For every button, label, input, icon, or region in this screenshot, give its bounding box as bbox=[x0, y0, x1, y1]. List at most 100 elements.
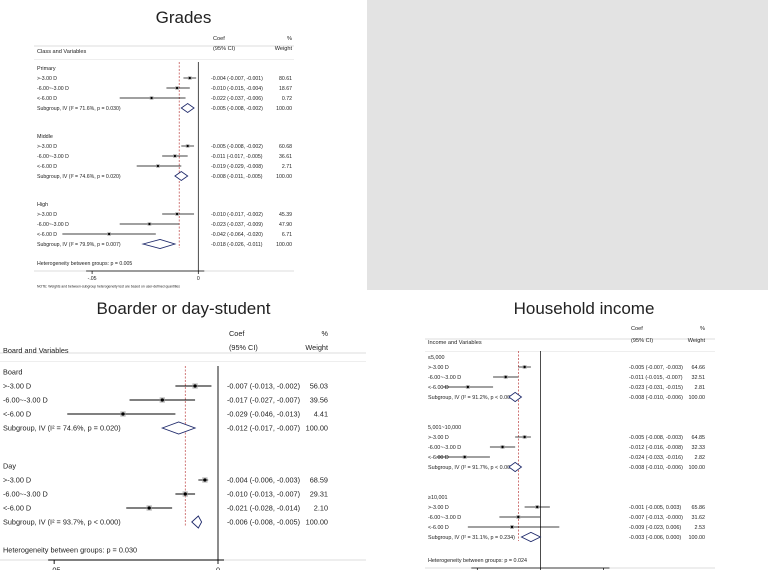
subgroup-diamond bbox=[180, 102, 195, 114]
subgroup-ci-value: -0.008 (-0.010, -0.006) bbox=[629, 465, 683, 471]
subgroup-label: Subgroup, IV (I² = 93.7%, p < 0.000) bbox=[3, 518, 121, 527]
grades-title: Grades bbox=[155, 8, 212, 27]
subgroup-diamond bbox=[520, 531, 542, 543]
subgroup-label: Subgroup, IV (I² = 91.7%, p < 0.000) bbox=[428, 465, 515, 471]
ci-value: -0.004 (-0.007, -0.001) bbox=[211, 76, 263, 82]
x-tick-label: 0 bbox=[197, 276, 200, 282]
weight-value: 2.81 bbox=[695, 385, 706, 391]
header-label-col: Board and Variables bbox=[3, 346, 69, 355]
row-label: >-3.00 D bbox=[3, 382, 31, 391]
group-label: Primary bbox=[37, 66, 56, 72]
ci-value: -0.024 (-0.033, -0.016) bbox=[629, 455, 683, 461]
group-label: Day bbox=[3, 462, 16, 471]
weight-value: 60.68 bbox=[279, 144, 292, 150]
row-label: <-6.00 D bbox=[37, 96, 57, 102]
weight-value: 47.90 bbox=[279, 222, 292, 228]
row-label: <-6.00 D bbox=[3, 410, 31, 419]
subgroup-weight-value: 100.00 bbox=[689, 465, 706, 471]
x-tick-label: -.05 bbox=[48, 565, 61, 570]
ci-value: -0.010 (-0.013, -0.007) bbox=[227, 490, 300, 499]
row-label: <-6.00 D bbox=[37, 164, 57, 170]
ci-value: -0.010 (-0.017, -0.002) bbox=[211, 212, 263, 218]
grades-forest-plot: Class and Variables Coef (95% CI)% Weight Pr… bbox=[34, 30, 294, 289]
subgroup-ci-value: -0.012 (-0.017, -0.007) bbox=[227, 424, 300, 433]
point-estimate bbox=[147, 506, 151, 510]
ci-value: -0.023 (-0.037, -0.009) bbox=[211, 222, 263, 228]
subgroup-weight-value: 100.00 bbox=[276, 106, 292, 112]
point-estimate bbox=[501, 445, 504, 449]
x-tick-label: -.05 bbox=[88, 276, 97, 282]
footnote: NOTE: Weights and between-subgroup heter… bbox=[37, 285, 180, 289]
point-estimate bbox=[466, 385, 470, 389]
ci-value: -0.004 (-0.006, -0.003) bbox=[227, 476, 300, 485]
point-estimate bbox=[183, 492, 187, 496]
ci-value: -0.001 (-0.005, 0.003) bbox=[629, 505, 681, 511]
row-label: -6.00~-3.00 D bbox=[428, 515, 461, 521]
group-label: ≤5,000 bbox=[428, 355, 444, 361]
header-coef: Coef bbox=[631, 326, 643, 332]
row-label: -6.00~-3.00 D bbox=[37, 86, 69, 92]
header-percent: % bbox=[287, 36, 292, 42]
ci-value: -0.029 (-0.046, -0.013) bbox=[227, 410, 300, 419]
ci-value: -0.023 (-0.031, -0.015) bbox=[629, 385, 683, 391]
header-weight: Weight bbox=[688, 338, 706, 344]
x-tick-label: 0 bbox=[216, 565, 220, 570]
subgroup-weight-value: 100.00 bbox=[276, 174, 292, 180]
point-estimate bbox=[517, 515, 520, 519]
group-label: Middle bbox=[37, 134, 53, 140]
subgroup-ci-value: -0.005 (-0.008, -0.002) bbox=[211, 106, 263, 112]
subgroup-ci-value: -0.003 (-0.006, 0.000) bbox=[629, 535, 681, 541]
point-estimate bbox=[504, 375, 507, 379]
subgroup-ci-value: -0.008 (-0.011, -0.005) bbox=[211, 174, 263, 180]
subgroup-weight-value: 100.00 bbox=[689, 395, 706, 401]
weight-value: 2.10 bbox=[314, 504, 328, 513]
background-block bbox=[367, 0, 768, 290]
row-label: <-6.00 D bbox=[428, 525, 449, 531]
ci-value: -0.021 (-0.028, -0.014) bbox=[227, 504, 300, 513]
weight-value: 0.72 bbox=[282, 96, 292, 102]
subgroup-weight-value: 100.00 bbox=[276, 242, 292, 248]
row-label: >-3.00 D bbox=[37, 212, 57, 218]
point-estimate bbox=[523, 435, 526, 439]
ci-value: -0.011 (-0.017, -0.005) bbox=[211, 154, 263, 160]
row-label: >-3.00 D bbox=[37, 76, 57, 82]
subgroup-diamond bbox=[508, 391, 523, 403]
point-estimate bbox=[107, 232, 111, 236]
point-estimate bbox=[160, 398, 164, 402]
group-label: High bbox=[37, 202, 48, 208]
subgroup-label: Subgroup, IV (I² = 74.6%, p = 0.020) bbox=[3, 424, 121, 433]
header-percent: % bbox=[322, 329, 329, 338]
header-ci: (95% CI) bbox=[213, 46, 235, 52]
row-label: -6.00~-3.00 D bbox=[3, 490, 48, 499]
point-estimate bbox=[121, 412, 125, 416]
row-label: -6.00~-3.00 D bbox=[37, 154, 69, 160]
point-estimate bbox=[175, 212, 179, 216]
row-label: <-6.00 D bbox=[428, 455, 449, 461]
weight-value: 80.61 bbox=[279, 76, 292, 82]
weight-value: 64.85 bbox=[692, 435, 706, 441]
row-label: >-3.00 D bbox=[428, 435, 449, 441]
header-label-col: Class and Variables bbox=[37, 49, 87, 55]
point-estimate bbox=[175, 86, 179, 90]
point-estimate bbox=[186, 144, 189, 148]
point-estimate bbox=[148, 222, 151, 226]
row-label: -6.00~-3.00 D bbox=[37, 222, 69, 228]
point-estimate bbox=[463, 455, 466, 459]
heterogeneity-text: Heterogeneity between groups: p = 0.005 bbox=[37, 261, 132, 267]
ci-value: -0.042 (-0.064, -0.020) bbox=[211, 232, 263, 238]
header-label-col: Income and Variables bbox=[428, 340, 482, 346]
subgroup-diamond bbox=[160, 421, 197, 435]
point-estimate bbox=[203, 478, 207, 482]
ci-value: -0.010 (-0.015, -0.004) bbox=[211, 86, 263, 92]
ci-value: -0.005 (-0.008, -0.003) bbox=[629, 435, 683, 441]
row-label: <-6.00 D bbox=[428, 385, 449, 391]
weight-value: 64.66 bbox=[692, 365, 706, 371]
point-estimate bbox=[510, 525, 514, 529]
header-ci: (95% CI) bbox=[631, 338, 653, 344]
row-label: >-3.00 D bbox=[3, 476, 31, 485]
weight-value: 4.41 bbox=[314, 410, 328, 419]
point-estimate bbox=[188, 76, 191, 80]
weight-value: 39.56 bbox=[310, 396, 328, 405]
ci-value: -0.012 (-0.016, -0.008) bbox=[629, 445, 683, 451]
ci-value: -0.011 (-0.015, -0.007) bbox=[629, 375, 683, 381]
